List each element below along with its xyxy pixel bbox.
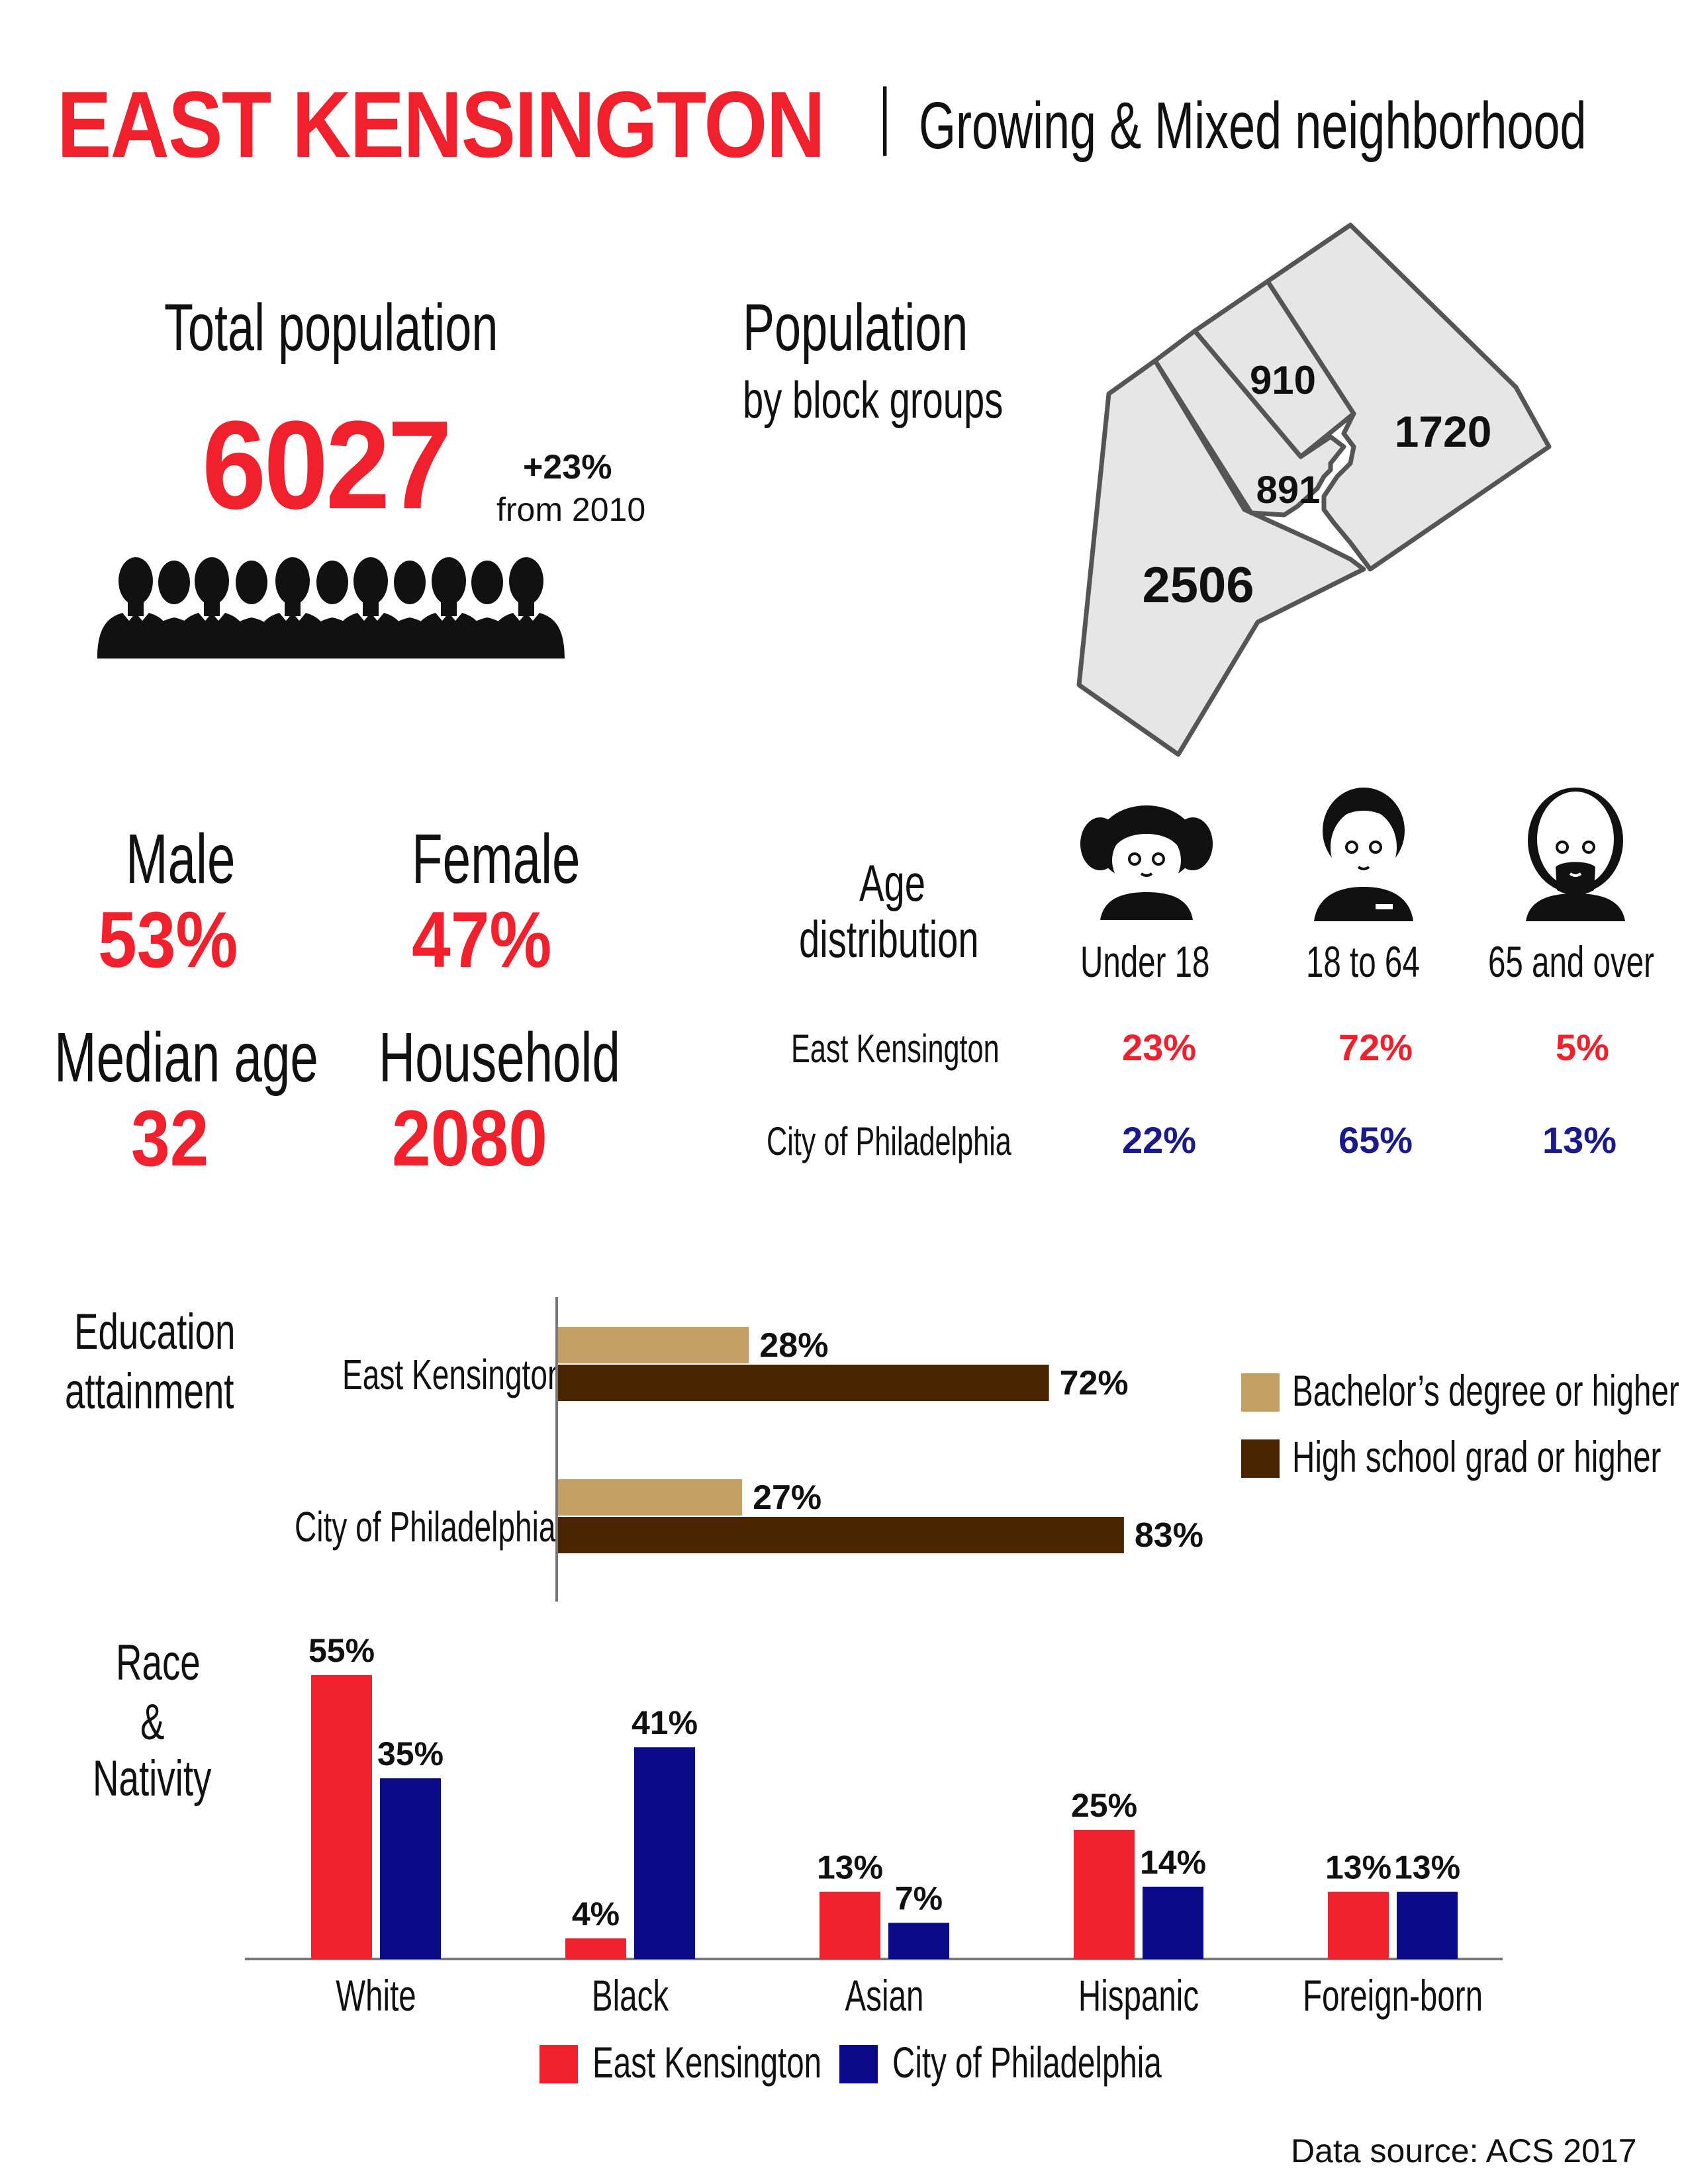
race-bar — [820, 1891, 880, 1959]
age-value-ek-65-over: 5% — [1556, 1026, 1609, 1068]
race-bar — [1074, 1830, 1135, 1959]
race-category-label: Asian — [845, 1972, 924, 2020]
legend-ek-swatch — [539, 2045, 578, 2083]
education-category-philadelphia: City of Philadelphia — [295, 1503, 556, 1551]
block-groups-label-line2: by block groups — [743, 371, 1004, 429]
block-groups-label-line1: Population — [743, 291, 968, 365]
legend-bachelor-swatch — [1241, 1373, 1280, 1412]
race-category-label: Black — [592, 1972, 669, 2020]
total-population-value: 6027 — [202, 395, 452, 535]
race-bar-label: 55% — [308, 1632, 375, 1669]
education-bar-label: 83% — [1135, 1516, 1203, 1555]
race-chart: 55% 35% White 4% 41% Black 13% 7% Asian 25%14% His… — [245, 1632, 1503, 2021]
race-bar — [888, 1923, 949, 1959]
age-row-label-philadelphia: City of Philadelphia — [767, 1119, 1011, 1163]
race-title-line2: & — [140, 1694, 165, 1751]
race-category-label: Hispanic — [1078, 1972, 1199, 2020]
legend-bachelor-label: Bachelor’s degree or higher — [1292, 1366, 1679, 1415]
page-subtitle: Growing & Mixed neighborhood — [919, 89, 1587, 163]
age-column-under-18: Under 18 — [1080, 937, 1210, 986]
race-category-label: White — [336, 1972, 416, 2020]
race-bar-label: 35% — [377, 1735, 444, 1772]
education-bar — [558, 1479, 743, 1516]
age-row-label-east-kensington: East Kensington — [791, 1026, 1000, 1071]
title-separator: | — [879, 73, 891, 156]
race-bar — [1143, 1886, 1203, 1959]
adult-icon — [1314, 788, 1413, 921]
race-bar-label: 13% — [817, 1849, 883, 1886]
age-value-ek-under-18: 23% — [1122, 1026, 1197, 1068]
age-value-phl-18-to-64: 65% — [1338, 1119, 1413, 1161]
education-bar-label: 72% — [1060, 1364, 1129, 1402]
education-bar-label: 28% — [759, 1326, 828, 1365]
education-category-east-kensington: East Kensington — [342, 1351, 565, 1398]
legend-phl-label: City of Philadelphia — [892, 2038, 1162, 2087]
median-age-label: Median age — [54, 1019, 318, 1097]
race-bar-label: 13% — [1394, 1849, 1460, 1886]
household-value: 2080 — [392, 1094, 547, 1183]
race-bar-label: 14% — [1140, 1844, 1206, 1881]
block-group-1720-label: 1720 — [1395, 407, 1492, 456]
race-title-line1: Race — [116, 1635, 201, 1691]
block-group-891-label: 891 — [1256, 469, 1321, 512]
population-change-note: from 2010 — [496, 491, 646, 528]
age-column-65-and-over: 65 and over — [1488, 937, 1654, 986]
household-label: Household — [379, 1019, 620, 1097]
education-title-line1: Education — [74, 1304, 236, 1360]
education-bar — [558, 1327, 749, 1363]
race-bar-label: 41% — [632, 1704, 698, 1741]
population-change: +23% — [523, 448, 612, 486]
race-bar — [565, 1938, 626, 1959]
senior-icon — [1526, 788, 1625, 921]
child-icon — [1080, 805, 1213, 920]
total-population-label: Total population — [164, 291, 498, 365]
male-label: Male — [126, 820, 236, 898]
race-bar-label: 4% — [572, 1895, 620, 1933]
education-bar — [558, 1517, 1124, 1553]
education-bar-label: 27% — [753, 1479, 821, 1517]
education-chart: 28% 72% 27% 83% — [555, 1297, 1203, 1602]
page-title: EAST KENSINGTON — [57, 72, 825, 177]
female-value: 47% — [412, 895, 552, 984]
race-bar-label: 25% — [1071, 1787, 1137, 1824]
race-bar-label: 13% — [1325, 1849, 1391, 1886]
legend-highschool-label: High school grad or higher — [1292, 1432, 1662, 1481]
education-bar — [558, 1365, 1049, 1401]
race-bar-label: 7% — [895, 1880, 943, 1917]
age-value-phl-under-18: 22% — [1122, 1119, 1197, 1161]
age-label-line1: Age — [859, 854, 925, 912]
age-column-18-to-64: 18 to 64 — [1306, 937, 1420, 986]
race-category-label: Foreign-born — [1303, 1972, 1483, 2020]
legend-highschool-swatch — [1241, 1439, 1280, 1478]
people-icon-group — [97, 557, 565, 659]
block-group-2506-label: 2506 — [1142, 557, 1254, 614]
female-label: Female — [412, 820, 581, 898]
data-source: Data source: ACS 2017 — [1291, 2132, 1637, 2169]
block-group-910-label: 910 — [1250, 358, 1316, 402]
race-bar — [1397, 1891, 1458, 1959]
education-title-line2: attainment — [65, 1363, 234, 1420]
block-group-map: 910 1720 891 2506 — [1076, 222, 1552, 757]
legend-ek-label: East Kensington — [592, 2038, 822, 2087]
median-age-value: 32 — [131, 1094, 209, 1183]
race-bar — [380, 1778, 441, 1959]
race-title-line3: Nativity — [93, 1751, 212, 1807]
race-bar — [1328, 1891, 1389, 1959]
race-bar — [311, 1675, 372, 1959]
race-bar — [634, 1747, 695, 1959]
male-value: 53% — [98, 895, 238, 984]
age-value-ek-18-to-64: 72% — [1338, 1026, 1413, 1068]
legend-phl-swatch — [839, 2045, 878, 2083]
age-label-line2: distribution — [799, 910, 979, 968]
block-group-1720 — [1265, 222, 1552, 572]
age-value-phl-65-over: 13% — [1542, 1119, 1617, 1161]
